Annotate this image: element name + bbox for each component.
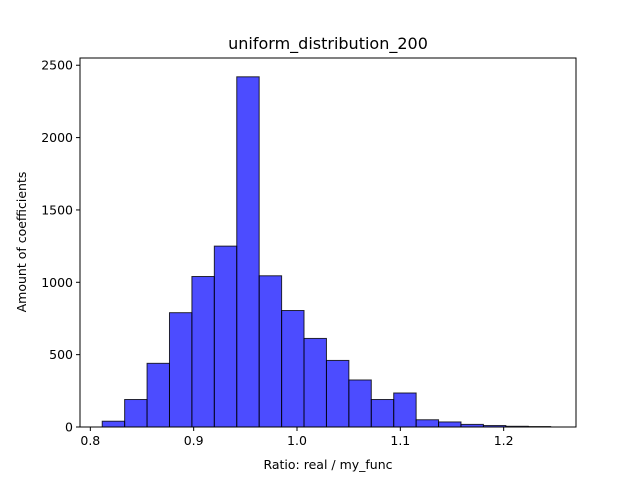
bars-group xyxy=(101,76,552,428)
histogram-bar xyxy=(393,392,417,428)
histogram-bar xyxy=(303,337,327,428)
x-tick-label: 0.8 xyxy=(80,433,100,448)
y-axis-label: Amount of coefficients xyxy=(14,172,29,313)
histogram-bar xyxy=(168,312,193,428)
histogram-bar xyxy=(191,276,215,428)
y-tick-label: 2500 xyxy=(41,58,73,73)
histogram-bar xyxy=(236,76,260,428)
plot-frame xyxy=(79,57,577,428)
histogram-bar xyxy=(281,310,305,428)
y-tick-label: 0 xyxy=(65,420,73,435)
x-axis-label: Ratio: real / my_func xyxy=(263,457,392,472)
histogram-bar xyxy=(101,420,126,428)
x-axis-ticks: 0.8 0.9 1.0 1.1 1.2 xyxy=(80,427,514,448)
histogram-bar xyxy=(258,275,283,428)
y-tick-label: 500 xyxy=(49,347,73,362)
histogram-bar xyxy=(438,421,462,428)
histogram-bar xyxy=(370,399,395,428)
histogram-bar xyxy=(348,379,372,428)
histogram-bar xyxy=(213,245,238,428)
x-tick-label: 1.0 xyxy=(287,433,307,448)
x-tick-label: 1.2 xyxy=(494,433,514,448)
histogram-bar xyxy=(124,399,148,428)
histogram-bar xyxy=(146,362,170,428)
chart-title: uniform_distribution_200 xyxy=(228,34,428,54)
x-tick-label: 0.9 xyxy=(184,433,204,448)
histogram-bar xyxy=(325,359,350,428)
x-tick-label: 1.1 xyxy=(390,433,410,448)
y-tick-label: 1500 xyxy=(41,202,73,217)
y-tick-label: 1000 xyxy=(41,275,73,290)
y-axis-ticks: 0 500 1000 1500 2000 2500 xyxy=(41,58,80,435)
histogram-bar xyxy=(415,419,440,428)
y-tick-label: 2000 xyxy=(41,130,73,145)
